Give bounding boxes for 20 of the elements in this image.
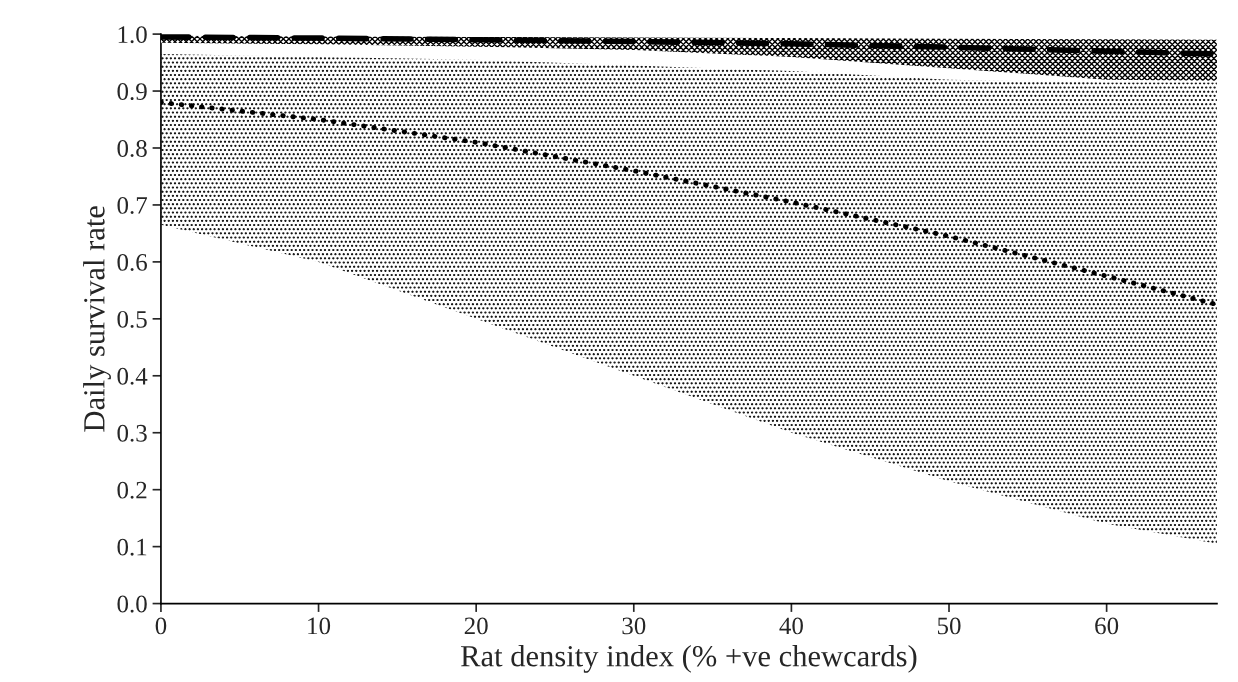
- x-tick-label: 40: [779, 617, 803, 635]
- y-tick-label: 0.5: [117, 310, 147, 328]
- x-tick-label: 50: [937, 617, 961, 635]
- x-tick-label: 20: [464, 617, 488, 635]
- y-tick-label: 0.8: [117, 140, 147, 158]
- y-tick-label: 0.3: [117, 424, 147, 442]
- y-tick-label: 0.4: [117, 367, 148, 385]
- y-tick-label: 0.1: [117, 538, 147, 556]
- y-axis-title: Daily survival rate: [83, 206, 111, 432]
- y-tick-label: 0.9: [117, 83, 147, 101]
- x-axis-title: Rat density index (% +ve chewcards): [461, 644, 917, 673]
- x-tick-label: 60: [1095, 617, 1119, 635]
- x-tick-label: 10: [308, 617, 331, 635]
- y-tick-label: 0.6: [117, 253, 147, 271]
- y-tick-label: 0.0: [117, 595, 147, 613]
- y-tick-label: 0.2: [117, 481, 147, 499]
- y-tick-label: 0.7: [117, 196, 148, 214]
- x-tick-label: 30: [622, 617, 646, 635]
- y-tick-label: 1.0: [118, 26, 147, 44]
- x-tick-label: 0: [155, 617, 167, 635]
